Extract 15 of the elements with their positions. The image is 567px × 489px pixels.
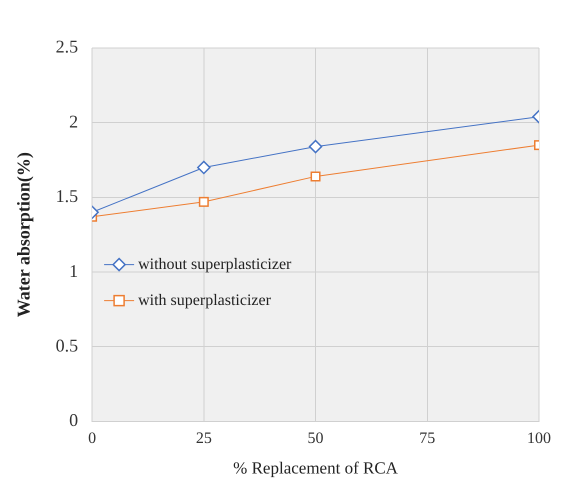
y-tick-label: 2.5	[56, 36, 78, 57]
y-tick-label: 2	[69, 111, 78, 132]
x-tick-label: 0	[88, 430, 96, 448]
x-axis-title: % Replacement of RCA	[233, 458, 399, 478]
x-tick-label: 100	[527, 430, 551, 448]
legend-label: without superplasticizer	[138, 256, 292, 273]
y-tick-label: 1.5	[56, 186, 78, 206]
y-tick-label: 0.5	[56, 335, 78, 356]
x-tick-label: 25	[196, 430, 212, 448]
y-axis-title: Water absorption(%)	[13, 152, 34, 318]
x-tick-label: 75	[419, 430, 436, 448]
y-tick-label: 0	[69, 410, 78, 430]
legend-label: with superplasticizer	[138, 292, 272, 309]
x-tick-label: 50	[308, 430, 324, 448]
y-tick-label: 1	[69, 260, 78, 281]
